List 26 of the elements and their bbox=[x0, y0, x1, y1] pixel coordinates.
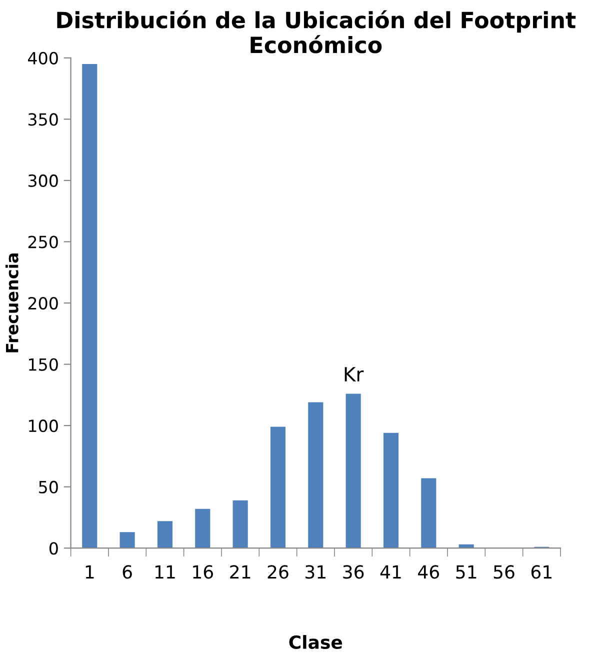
x-tick-label: 46 bbox=[418, 565, 440, 579]
x-tick-label: 61 bbox=[531, 565, 552, 579]
y-tick-label: 250 bbox=[28, 236, 58, 248]
x-tick-label: 56 bbox=[494, 565, 514, 579]
x-tick-label: 31 bbox=[306, 565, 326, 579]
y-tick-label: 400 bbox=[28, 52, 58, 64]
y-tick-label: 0 bbox=[49, 542, 58, 555]
y-tick-label: 350 bbox=[28, 113, 58, 126]
y-tick-label: 150 bbox=[29, 358, 58, 371]
annotation: Kr bbox=[344, 367, 364, 382]
y-axis-title: Frecuencia bbox=[5, 254, 18, 352]
x-axis-title: Clase bbox=[289, 635, 342, 650]
y-tick-label: 50 bbox=[39, 480, 58, 494]
y-tick-label: 100 bbox=[29, 420, 58, 432]
y-tick-label: 200 bbox=[28, 296, 58, 310]
x-tick-label: 36 bbox=[343, 565, 364, 579]
x-tick-label: 11 bbox=[155, 565, 175, 578]
x-tick-label: 16 bbox=[193, 565, 213, 579]
y-tick-label: 300 bbox=[28, 174, 58, 188]
x-tick-label: 51 bbox=[456, 565, 476, 579]
x-tick-label: 1 bbox=[86, 565, 94, 578]
x-tick-label: 41 bbox=[380, 565, 401, 578]
chart-title: Distribución de la Ubicación del Footprint Económico bbox=[57, 10, 576, 54]
x-tick-label: 6 bbox=[122, 565, 132, 579]
x-tick-label: 26 bbox=[268, 565, 288, 579]
x-tick-label: 21 bbox=[230, 565, 250, 578]
